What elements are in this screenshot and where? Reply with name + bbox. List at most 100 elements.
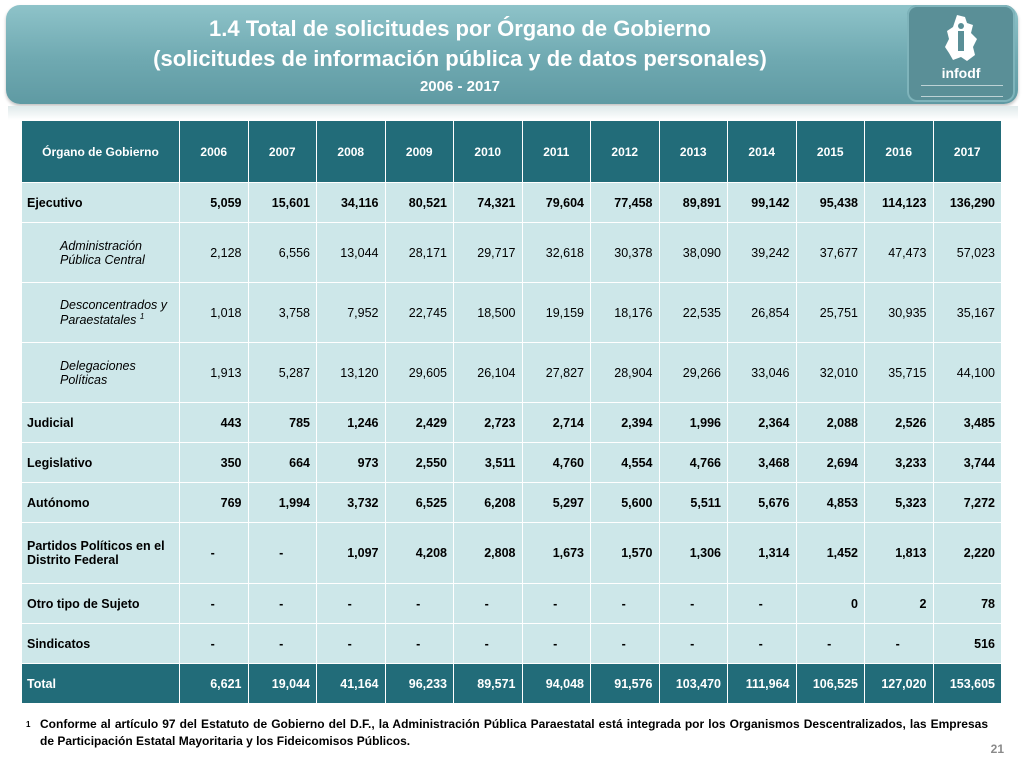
table-cell: 80,521: [384, 182, 454, 223]
table-cell: 22,745: [384, 282, 454, 343]
table-cell: 2,694: [795, 442, 865, 483]
table-cell: 3,511: [453, 442, 523, 483]
table-cell: 32,618: [521, 222, 591, 283]
header-year: 2010: [453, 120, 523, 183]
table-cell: 25,751: [795, 282, 865, 343]
table-cell: 1,994: [247, 482, 317, 523]
table-cell: 26,854: [727, 282, 797, 343]
table-row: Desconcentrados y Paraestatales 1 1,018 3,…: [21, 282, 1002, 343]
logo-tagline: [921, 85, 1003, 97]
row-label-text: Sindicatos: [27, 636, 91, 651]
table-cell: -: [727, 623, 797, 664]
row-label-text: Total: [27, 676, 56, 691]
table-cell: 6,621: [179, 663, 249, 704]
table-cell: 5,600: [590, 482, 660, 523]
banner-shadow: [8, 106, 1018, 120]
table-cell: 32,010: [795, 342, 865, 403]
table-cell: 1,246: [316, 402, 386, 443]
footnote-text: Conforme al artículo 97 del Estatuto de …: [40, 717, 988, 748]
table-cell: 2,808: [453, 522, 523, 584]
table-cell: 96,233: [384, 663, 454, 704]
table-cell: 6,525: [384, 482, 454, 523]
table-cell: -: [521, 583, 591, 624]
table-cell: 5,676: [727, 482, 797, 523]
table-cell: 127,020: [864, 663, 934, 704]
table-cell: 1,570: [590, 522, 660, 584]
table-cell: 99,142: [727, 182, 797, 223]
table-cell: -: [384, 623, 454, 664]
table-cell: 6,556: [247, 222, 317, 283]
table-cell: -: [658, 583, 728, 624]
table-row: Otro tipo de Sujeto - - - - - - - - -0 2 78: [21, 583, 1002, 624]
table-cell: 2,429: [384, 402, 454, 443]
table-cell: 2,394: [590, 402, 660, 443]
table-total-row: Total 6,621 19,044 41,164 96,233 89,571 94,048…: [21, 663, 1002, 704]
table-cell: 57,023: [932, 222, 1002, 283]
table-cell: 13,044: [316, 222, 386, 283]
table-cell: 94,048: [521, 663, 591, 704]
table-row: Delegaciones Políticas 1,913 5,287 13,120 29…: [21, 342, 1002, 403]
table-cell: -: [795, 623, 865, 664]
table-cell: 2,550: [384, 442, 454, 483]
table-cell: 15,601: [247, 182, 317, 223]
table-row: Administración Pública Central 2,128 6,556…: [21, 222, 1002, 283]
table-row: Judicial 443 785 1,246 2,429 2,723 2,714 2,394 1…: [21, 402, 1002, 443]
table-cell: 2,526: [864, 402, 934, 443]
row-label-text: Administración Pública Central: [60, 238, 145, 267]
table-cell: 106,525: [795, 663, 865, 704]
row-label-text: Autónomo: [27, 495, 90, 510]
row-label-text: Ejecutivo: [27, 195, 83, 210]
table-row: Legislativo 350 664 973 2,550 3,511 4,760 4,554…: [21, 442, 1002, 483]
table-cell: 4,853: [795, 482, 865, 523]
table-cell: 4,766: [658, 442, 728, 483]
table-cell: -: [453, 623, 523, 664]
table-cell: -: [247, 522, 317, 584]
row-label: Otro tipo de Sujeto: [21, 583, 180, 624]
table-cell: -: [179, 623, 249, 664]
table-cell: -: [247, 623, 317, 664]
page-title: 1.4 Total de solicitudes por Órgano de G…: [50, 14, 870, 98]
table-cell: 5,297: [521, 482, 591, 523]
table-cell: -: [521, 623, 591, 664]
table-cell: 0: [795, 583, 865, 624]
table-cell: 77,458: [590, 182, 660, 223]
table-cell: -: [453, 583, 523, 624]
table-cell: 95,438: [795, 182, 865, 223]
table-cell: 78: [932, 583, 1002, 624]
row-label: Administración Pública Central: [21, 222, 180, 283]
table-cell: 29,605: [384, 342, 454, 403]
table-cell: 350: [179, 442, 249, 483]
header-year: 2006: [179, 120, 249, 183]
table-cell: 664: [247, 442, 317, 483]
table-cell: 1,306: [658, 522, 728, 584]
header-year: 2011: [521, 120, 591, 183]
footnote: 1 Conforme al artículo 97 del Estatuto d…: [26, 716, 988, 750]
table-cell: 3,744: [932, 442, 1002, 483]
table-cell: -: [727, 583, 797, 624]
header-year: 2012: [590, 120, 660, 183]
table-row: Partidos Políticos en el Distrito Federa…: [21, 522, 1002, 584]
table-cell: 7,272: [932, 482, 1002, 523]
table-cell: -: [179, 522, 249, 584]
table-cell: 34,116: [316, 182, 386, 223]
row-label-text: Delegaciones Políticas: [60, 358, 136, 387]
table-cell: 18,500: [453, 282, 523, 343]
table-cell: -: [179, 583, 249, 624]
table-cell: -: [590, 583, 660, 624]
row-label: Delegaciones Políticas: [21, 342, 180, 403]
row-label: Autónomo: [21, 482, 180, 523]
table-cell: 1,913: [179, 342, 249, 403]
table-cell: 3,485: [932, 402, 1002, 443]
table-cell: 4,208: [384, 522, 454, 584]
table-cell: 30,378: [590, 222, 660, 283]
footnote-marker: 1: [26, 720, 31, 729]
table-cell: 3,732: [316, 482, 386, 523]
header-year: 2014: [727, 120, 797, 183]
table-row: Ejecutivo 5,059 15,601 34,116 80,521 74,321 79…: [21, 182, 1002, 223]
table-cell: 4,554: [590, 442, 660, 483]
title-line-1: 1.4 Total de solicitudes por Órgano de G…: [209, 16, 711, 41]
table-cell: -: [316, 623, 386, 664]
table-cell: 1,097: [316, 522, 386, 584]
table-cell: 103,470: [658, 663, 728, 704]
table-cell: 5,059: [179, 182, 249, 223]
